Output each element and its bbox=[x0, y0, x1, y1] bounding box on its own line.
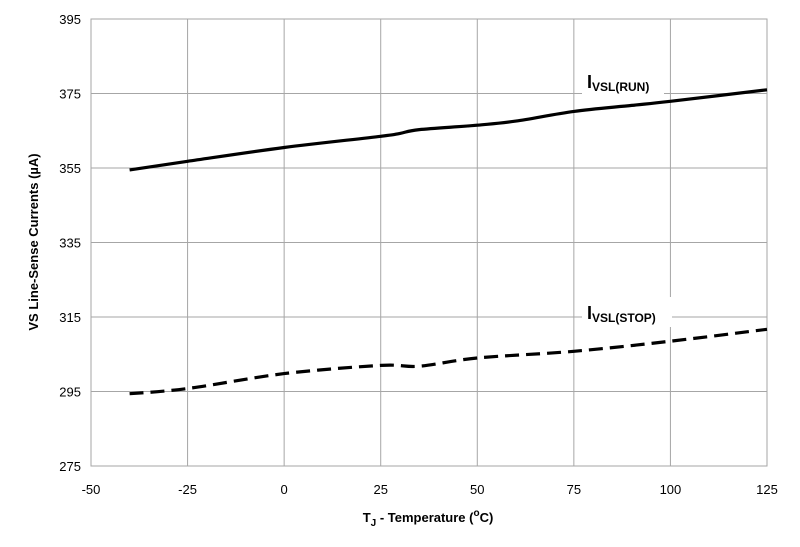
series-label-run-sub: VSL(RUN) bbox=[592, 80, 649, 94]
y-tick-label: 375 bbox=[59, 87, 81, 102]
y-tick-label: 335 bbox=[59, 236, 81, 251]
x-tick-label: -50 bbox=[82, 482, 101, 497]
x-axis-title: TJ - Temperature (oC) bbox=[363, 508, 494, 529]
series-line-stop bbox=[129, 327, 768, 396]
y-axis-title: VS Line-Sense Currents (µA) bbox=[26, 153, 41, 330]
x-tick-label: 50 bbox=[470, 482, 484, 497]
grid bbox=[90, 18, 768, 467]
y-tick-label: 315 bbox=[59, 310, 81, 325]
series-label-run: IVSL(RUN) bbox=[587, 72, 649, 94]
y-tick-label: 395 bbox=[59, 12, 81, 27]
x-axis-title-end: C) bbox=[480, 510, 494, 525]
x-axis-title-rest: - Temperature ( bbox=[376, 510, 474, 525]
series-label-stop-sub: VSL(STOP) bbox=[592, 311, 656, 325]
x-tick-label: 0 bbox=[281, 482, 288, 497]
series-group bbox=[129, 88, 768, 396]
x-axis-title-main: T bbox=[363, 510, 371, 525]
series-label-run-bg bbox=[582, 66, 664, 96]
y-tick-label: 355 bbox=[59, 161, 81, 176]
y-tick-label: 295 bbox=[59, 385, 81, 400]
x-tick-label: 125 bbox=[756, 482, 778, 497]
series-label-stop: IVSL(STOP) bbox=[587, 303, 656, 325]
x-axis: -50 -25 0 25 50 75 100 125 bbox=[82, 482, 778, 497]
y-tick-label: 275 bbox=[59, 459, 81, 474]
x-tick-label: -25 bbox=[178, 482, 197, 497]
x-axis-title-sup: o bbox=[473, 508, 479, 519]
series-label-stop-main: I bbox=[587, 303, 592, 323]
series-label-stop-bg bbox=[582, 297, 672, 327]
x-axis-title-sub: J bbox=[371, 518, 377, 529]
y-axis: 275 295 315 335 355 375 395 bbox=[59, 12, 81, 474]
series-line-run bbox=[129, 88, 768, 172]
x-tick-label: 75 bbox=[567, 482, 581, 497]
x-tick-label: 25 bbox=[373, 482, 387, 497]
series-label-run-main: I bbox=[587, 72, 592, 92]
plot-area bbox=[90, 18, 768, 467]
x-tick-label: 100 bbox=[660, 482, 682, 497]
